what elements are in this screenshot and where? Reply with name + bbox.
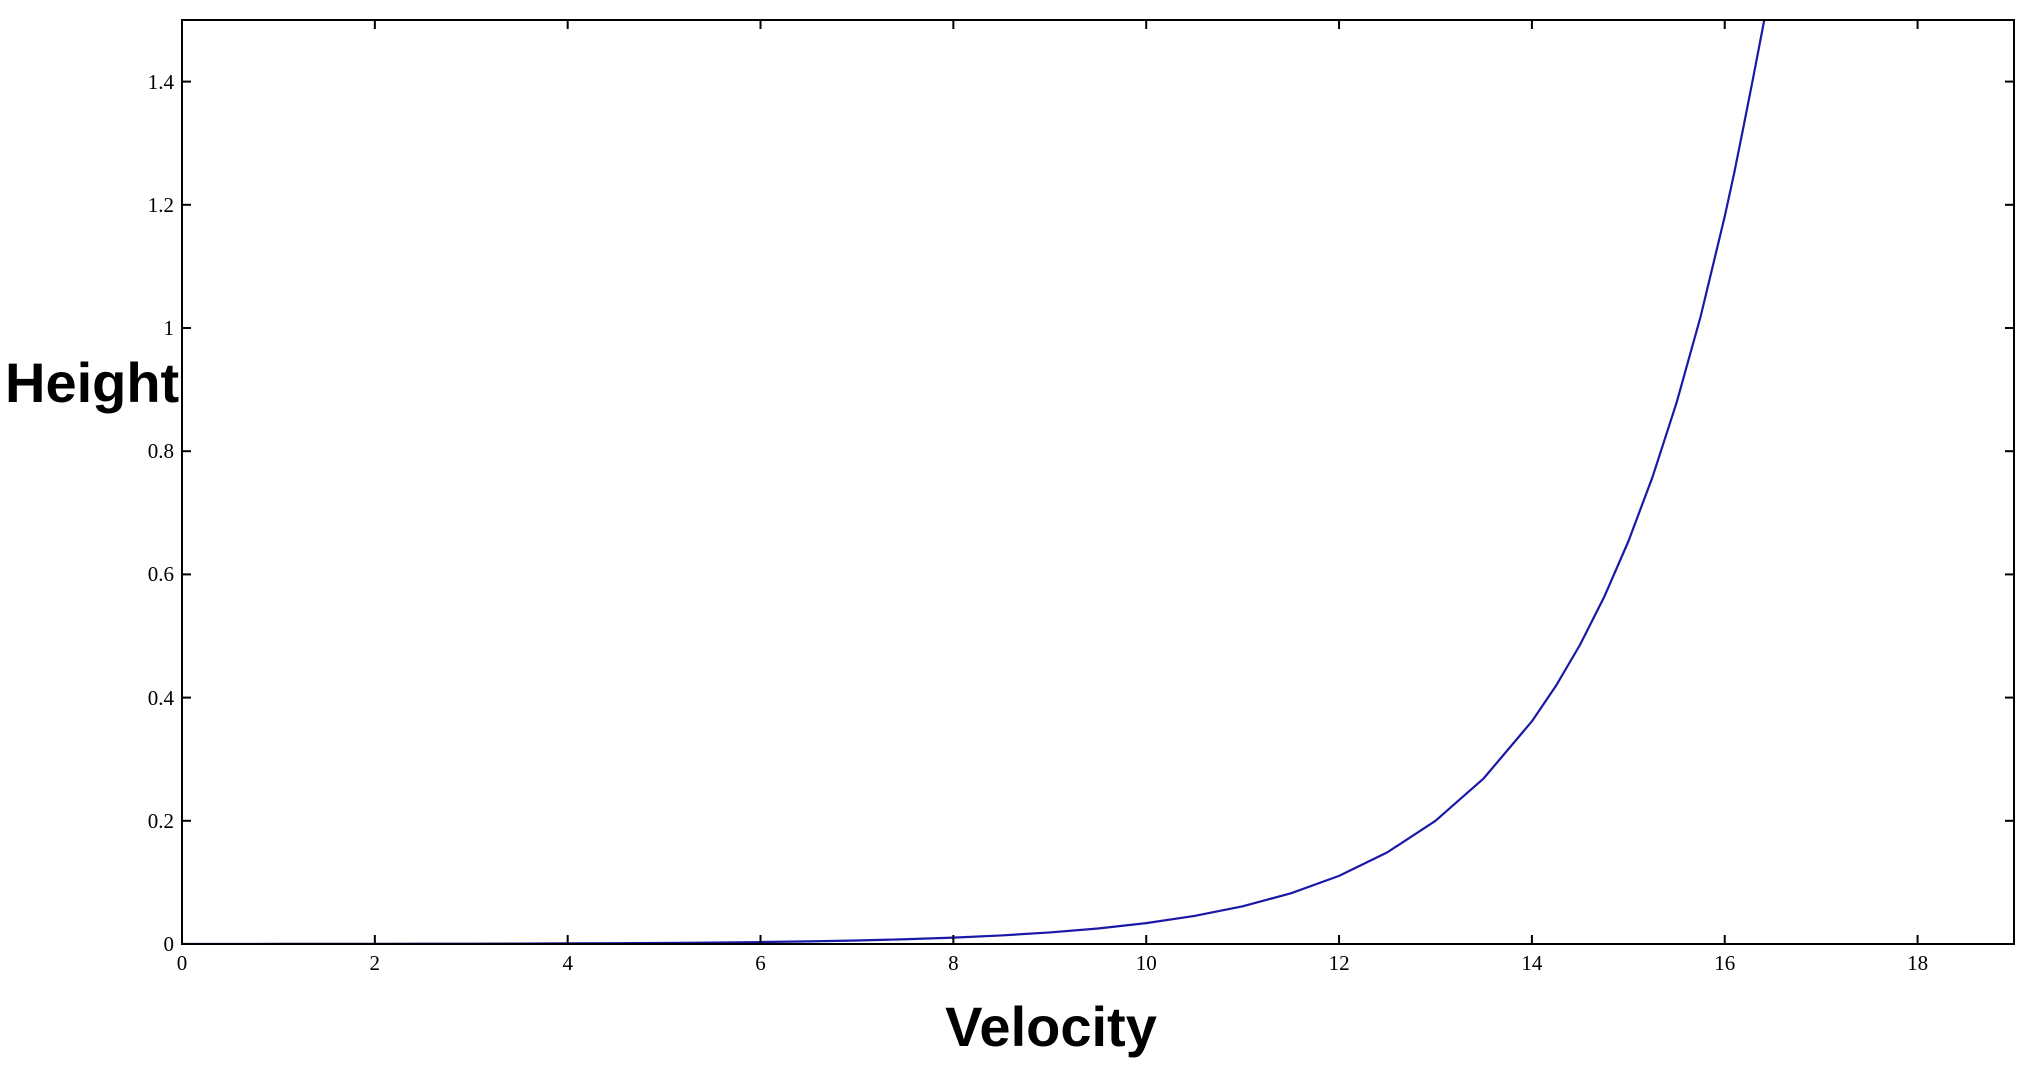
y-tick-label: 0 [163, 932, 175, 956]
y-tick-label: 1.2 [147, 192, 174, 217]
x-tick-label: 12 [1328, 951, 1350, 975]
data-curve [182, 20, 1766, 944]
axis-ticks [181, 20, 2014, 945]
y-tick-label: 0.2 [147, 808, 174, 833]
x-axis-label: Velocity [945, 995, 1157, 1058]
x-tick-label: 14 [1521, 951, 1543, 975]
x-tick-label: 8 [948, 951, 959, 975]
x-tick-label: 2 [369, 951, 381, 975]
y-tick-label: 0.6 [147, 562, 174, 587]
y-tick-label: 0.8 [147, 439, 174, 464]
y-tick-label: 1.4 [147, 69, 174, 94]
x-tick-label: 10 [1135, 951, 1157, 975]
x-tick-label: 18 [1907, 951, 1929, 975]
y-axis-label: Height [5, 351, 180, 414]
y-tick-label: 1 [163, 316, 175, 340]
x-tick-label: 6 [755, 951, 766, 975]
series-line [182, 20, 1766, 944]
y-tick-label: 0.4 [147, 685, 174, 710]
x-tick-label: 4 [562, 951, 573, 975]
x-tick-label: 16 [1714, 951, 1736, 975]
axes-box [181, 19, 2015, 945]
x-tick-label: 0 [176, 951, 188, 975]
